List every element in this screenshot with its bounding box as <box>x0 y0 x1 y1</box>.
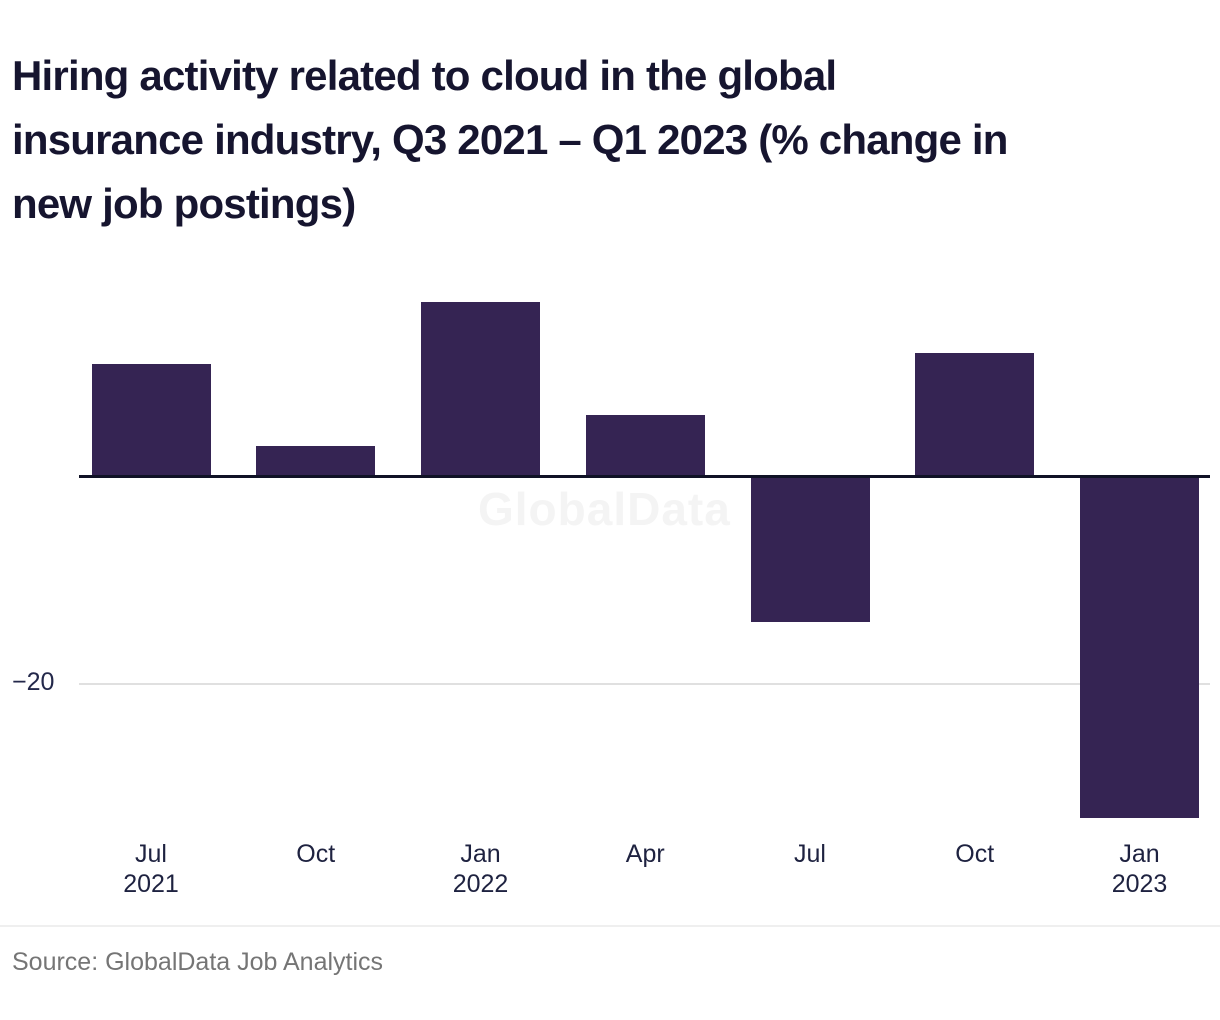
bar-jul <box>750 477 870 623</box>
x-axis-zero-line <box>79 475 1210 478</box>
x-tick-label-oct: Oct <box>955 840 995 868</box>
bar-apr <box>585 415 705 477</box>
source-text: Source: GlobalData Job Analytics <box>12 948 384 976</box>
footer-divider <box>0 925 1220 927</box>
x-tick-label-oct: Oct <box>296 840 336 868</box>
bar-jul-2021 <box>91 363 211 477</box>
x-tick-label-jan-2022: Jan 2022 <box>452 840 509 898</box>
x-tick-label-jul: Jul <box>794 840 826 868</box>
bar-jan-2023 <box>1080 477 1199 818</box>
bar-oct <box>915 353 1035 477</box>
bar-oct <box>256 446 376 477</box>
bar-jan-2022 <box>421 301 540 477</box>
gridline-minus-20 <box>79 683 1210 685</box>
x-tick-label-jul-2021: Jul 2021 <box>123 840 179 898</box>
y-axis-tick-label: −20 <box>12 668 55 696</box>
chart-title-line: Hiring activity related to cloud in the … <box>12 52 837 99</box>
chart-title: Hiring activity related to cloud in the … <box>12 44 1212 236</box>
x-tick-label-apr: Apr <box>625 840 665 868</box>
chart-title-line: new job postings) <box>12 180 356 227</box>
chart-title-line: insurance industry, Q3 2021 – Q1 2023 (%… <box>12 116 1008 163</box>
globaldata-watermark: GlobalData <box>478 483 731 535</box>
x-tick-label-jan-2023: Jan 2023 <box>1111 840 1168 898</box>
